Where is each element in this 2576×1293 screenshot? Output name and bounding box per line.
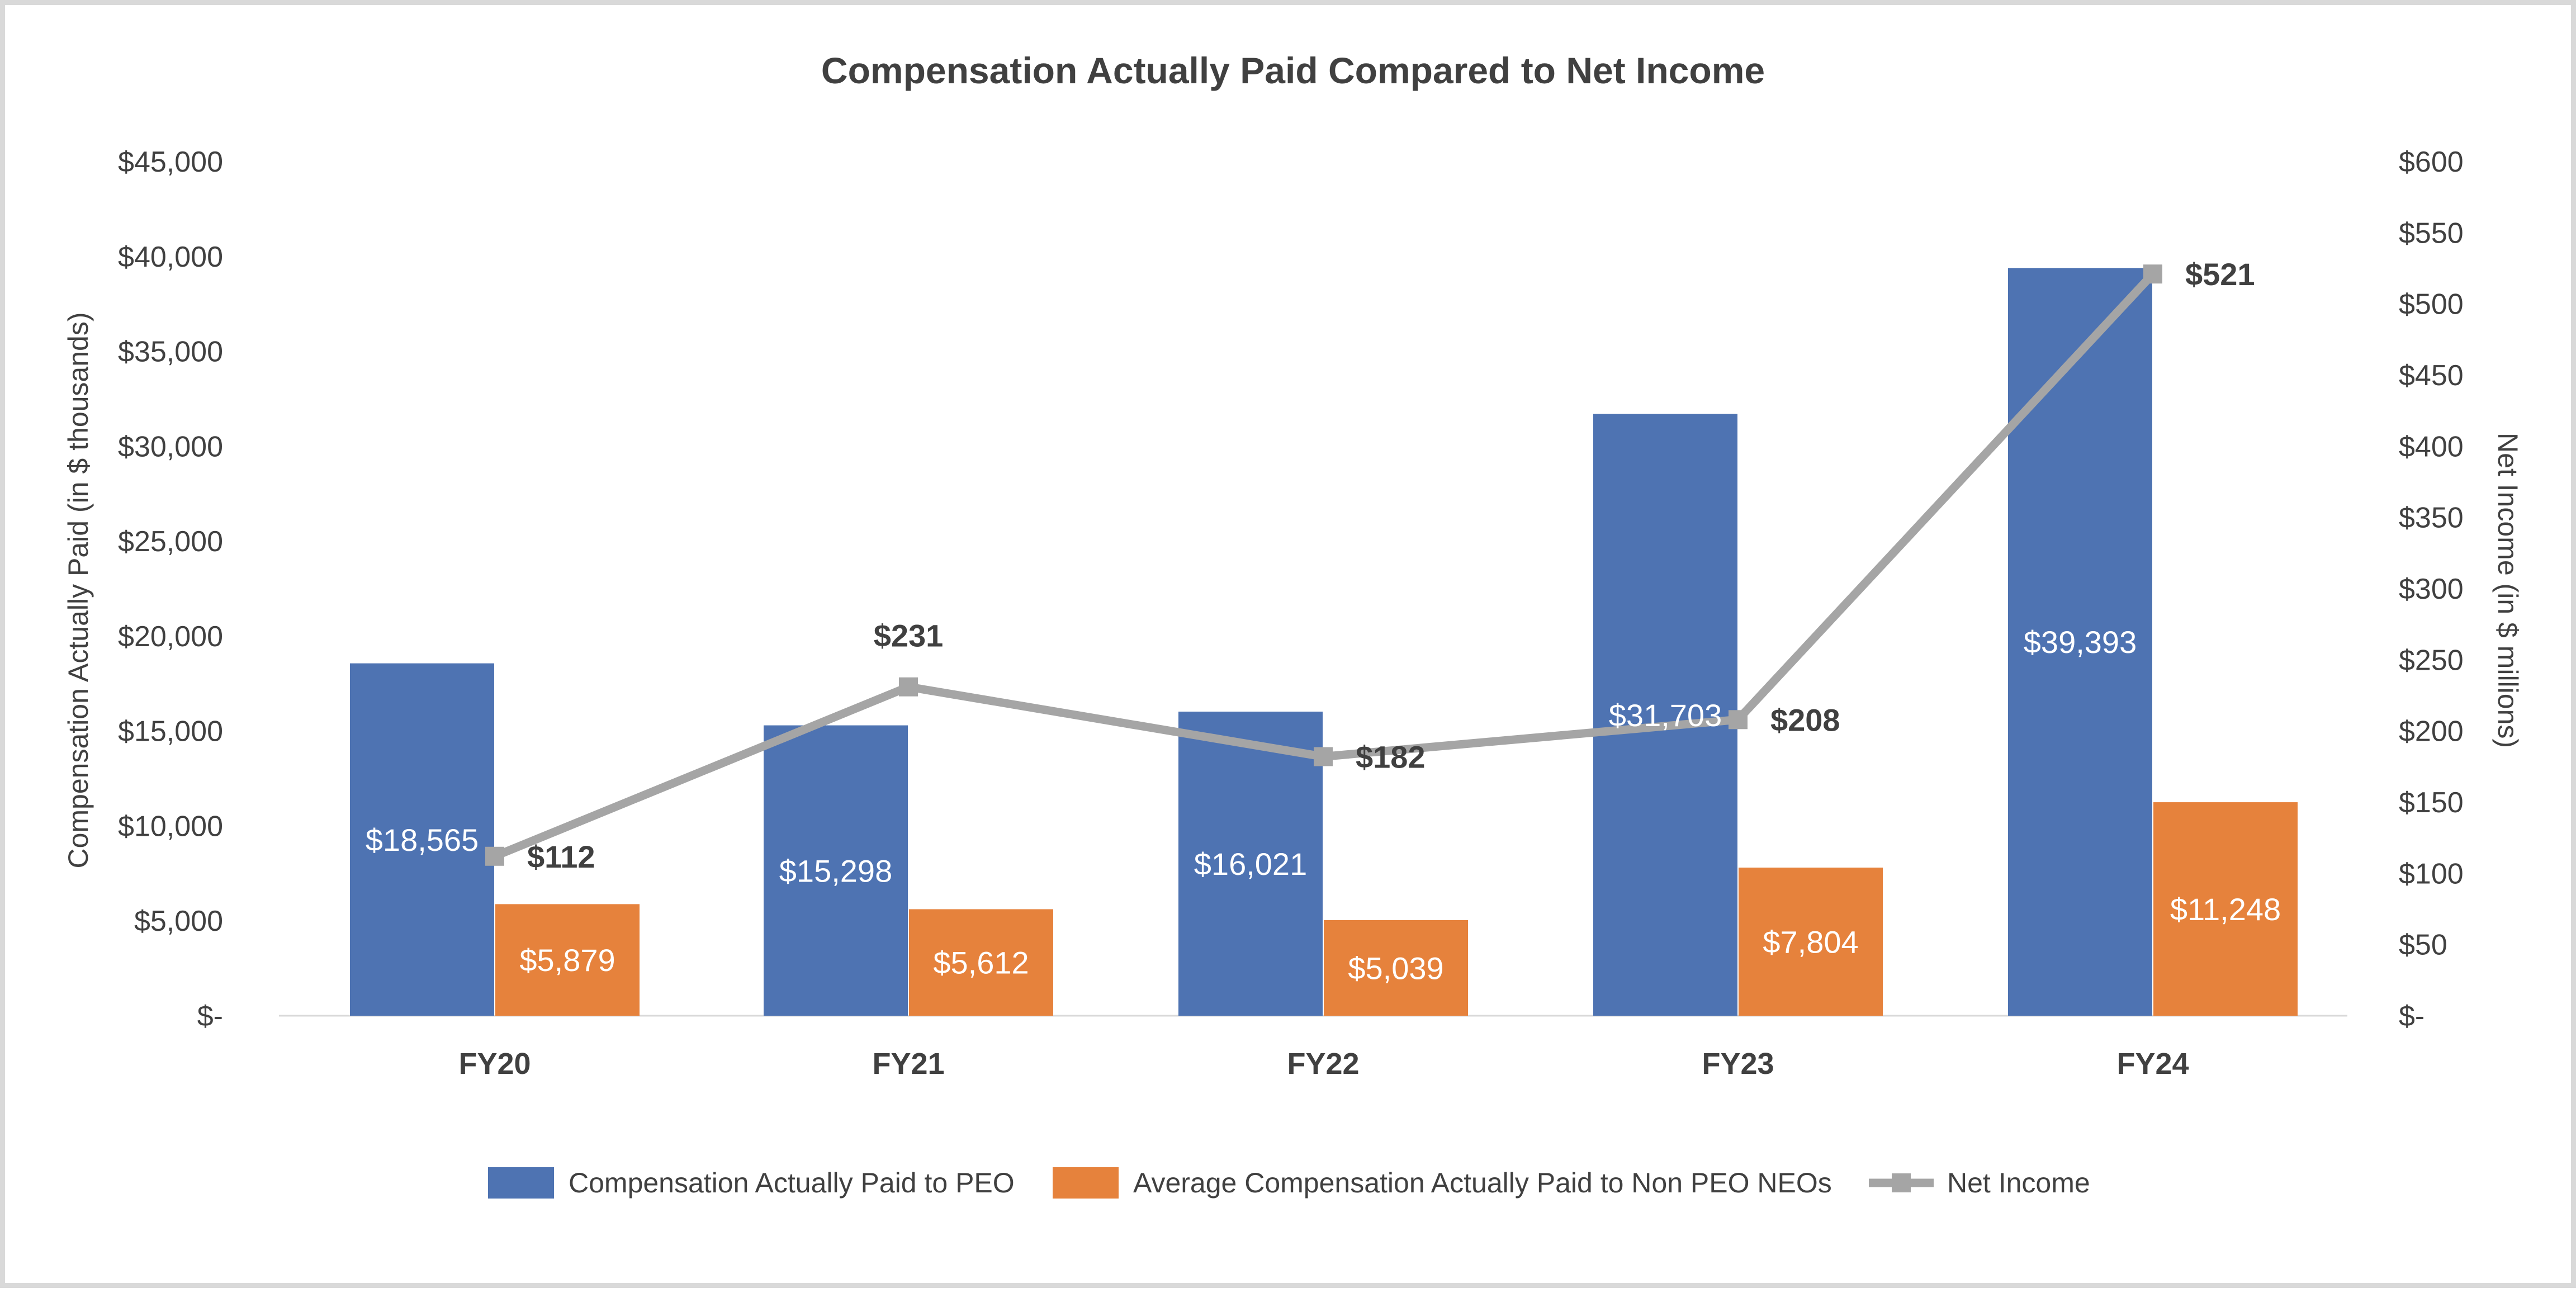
chart-title: Compensation Actually Paid Compared to N… bbox=[821, 50, 1765, 91]
bar-neo-fy24 bbox=[2153, 802, 2298, 1016]
bar-neo-fy21 bbox=[909, 909, 1053, 1016]
y-tick-left-label: $5,000 bbox=[134, 905, 223, 937]
legend: Compensation Actually Paid to PEO Average… bbox=[488, 1167, 2090, 1199]
bar-label-peo-fy23: $31,703 bbox=[1609, 698, 1722, 733]
legend-label-net-income: Net Income bbox=[1947, 1167, 2090, 1199]
bar-label-neo-fy21: $5,612 bbox=[933, 945, 1029, 981]
net-income-label-fy23: $208 bbox=[1770, 702, 1840, 737]
bar-label-peo-fy20: $18,565 bbox=[366, 822, 479, 858]
y-tick-left-label: $- bbox=[197, 1000, 223, 1032]
bar-neo-fy20 bbox=[495, 904, 640, 1016]
net-income-label-fy21: $231 bbox=[874, 618, 944, 653]
net-income-label-fy24: $521 bbox=[2185, 257, 2255, 292]
x-tick-fy23: FY23 bbox=[1702, 1047, 1774, 1081]
y-tick-right-label: $250 bbox=[2399, 644, 2464, 676]
y-tick-right-label: $450 bbox=[2399, 359, 2464, 392]
legend-label-neo: Average Compensation Actually Paid to No… bbox=[1133, 1167, 1832, 1199]
bar-label-peo-fy24: $39,393 bbox=[2024, 624, 2137, 660]
legend-label-peo: Compensation Actually Paid to PEO bbox=[569, 1167, 1015, 1199]
legend-swatch-net-income-marker bbox=[1892, 1173, 1911, 1192]
bar-peo-fy20 bbox=[350, 663, 494, 1016]
bar-label-neo-fy20: $5,879 bbox=[519, 942, 615, 978]
y-tick-right-label: $400 bbox=[2399, 430, 2464, 463]
y-tick-left-label: $30,000 bbox=[118, 430, 223, 463]
y-tick-left-label: $15,000 bbox=[118, 716, 223, 748]
y-tick-right-label: $500 bbox=[2399, 288, 2464, 321]
bar-peo-fy22 bbox=[1178, 711, 1323, 1016]
net-income-label-fy22: $182 bbox=[1356, 740, 1426, 775]
bar-peo-fy21 bbox=[764, 725, 908, 1016]
y-tick-left-label: $40,000 bbox=[118, 241, 223, 273]
x-tick-fy24: FY24 bbox=[2116, 1047, 2189, 1081]
bar-peo-fy24 bbox=[2008, 268, 2152, 1016]
bar-data-labels: $18,565 $5,879 $15,298 $5,612 $16,021 $5,039 $… bbox=[366, 624, 2281, 986]
y-axis-left: $- $5,000 $10,000 $15,000 $20,000 $25,000 $30,… bbox=[118, 146, 223, 1032]
y-tick-right-label: $350 bbox=[2399, 502, 2464, 534]
y-tick-left-label: $20,000 bbox=[118, 621, 223, 653]
y-tick-left-label: $25,000 bbox=[118, 525, 223, 558]
net-income-polyline bbox=[493, 271, 2156, 860]
y-tick-left-label: $45,000 bbox=[118, 146, 223, 178]
y-tick-left-label: $10,000 bbox=[118, 810, 223, 842]
y-axis-right: $- $50 $100 $150 $200 $250 $300 $350 $400 $450 $50… bbox=[2399, 146, 2464, 1032]
net-income-marker-fy24 bbox=[2143, 264, 2162, 284]
y-axis-right-title: Net Income (in $ millions) bbox=[2492, 433, 2523, 748]
y-axis-left-title: Compensation Actually Paid (in $ thousan… bbox=[63, 312, 94, 868]
bar-label-neo-fy24: $11,248 bbox=[2170, 892, 2281, 927]
net-income-marker-fy20 bbox=[485, 846, 504, 866]
bar-neo-fy22 bbox=[1324, 920, 1468, 1016]
x-tick-fy22: FY22 bbox=[1287, 1047, 1359, 1081]
y-tick-right-label: $50 bbox=[2399, 929, 2447, 962]
chart-canvas: Compensation Actually Paid Compared to N… bbox=[63, 50, 2523, 1199]
x-axis: FY20 FY21 FY22 FY23 FY24 bbox=[458, 1047, 2189, 1081]
y-tick-left-label: $35,000 bbox=[118, 336, 223, 368]
line-data-labels: $112 $231 $182 $208 $521 bbox=[527, 257, 2255, 874]
bars bbox=[350, 268, 2298, 1016]
net-income-marker-fy21 bbox=[899, 677, 918, 697]
y-tick-right-label: $300 bbox=[2399, 573, 2464, 605]
y-tick-right-label: $600 bbox=[2399, 146, 2464, 178]
net-income-marker-fy22 bbox=[1314, 747, 1333, 766]
net-income-marker-fy23 bbox=[1729, 710, 1748, 730]
bar-label-neo-fy23: $7,804 bbox=[1763, 925, 1858, 960]
y-tick-right-label: $200 bbox=[2399, 716, 2464, 748]
legend-swatch-neo bbox=[1053, 1167, 1119, 1199]
bar-peo-fy23 bbox=[1593, 414, 1737, 1016]
x-tick-fy21: FY21 bbox=[872, 1047, 944, 1081]
y-tick-right-label: $550 bbox=[2399, 217, 2464, 249]
net-income-label-fy20: $112 bbox=[527, 839, 595, 874]
legend-swatch-peo bbox=[488, 1167, 554, 1199]
bar-label-neo-fy22: $5,039 bbox=[1348, 950, 1443, 986]
y-tick-right-label: $100 bbox=[2399, 858, 2464, 890]
bar-label-peo-fy21: $15,298 bbox=[779, 853, 892, 888]
net-income-line bbox=[485, 264, 2162, 866]
bar-neo-fy23 bbox=[1739, 868, 1883, 1016]
y-tick-right-label: $150 bbox=[2399, 787, 2464, 819]
x-tick-fy20: FY20 bbox=[458, 1047, 531, 1081]
bar-label-peo-fy22: $16,021 bbox=[1194, 846, 1307, 882]
y-tick-right-label: $- bbox=[2399, 1000, 2425, 1032]
